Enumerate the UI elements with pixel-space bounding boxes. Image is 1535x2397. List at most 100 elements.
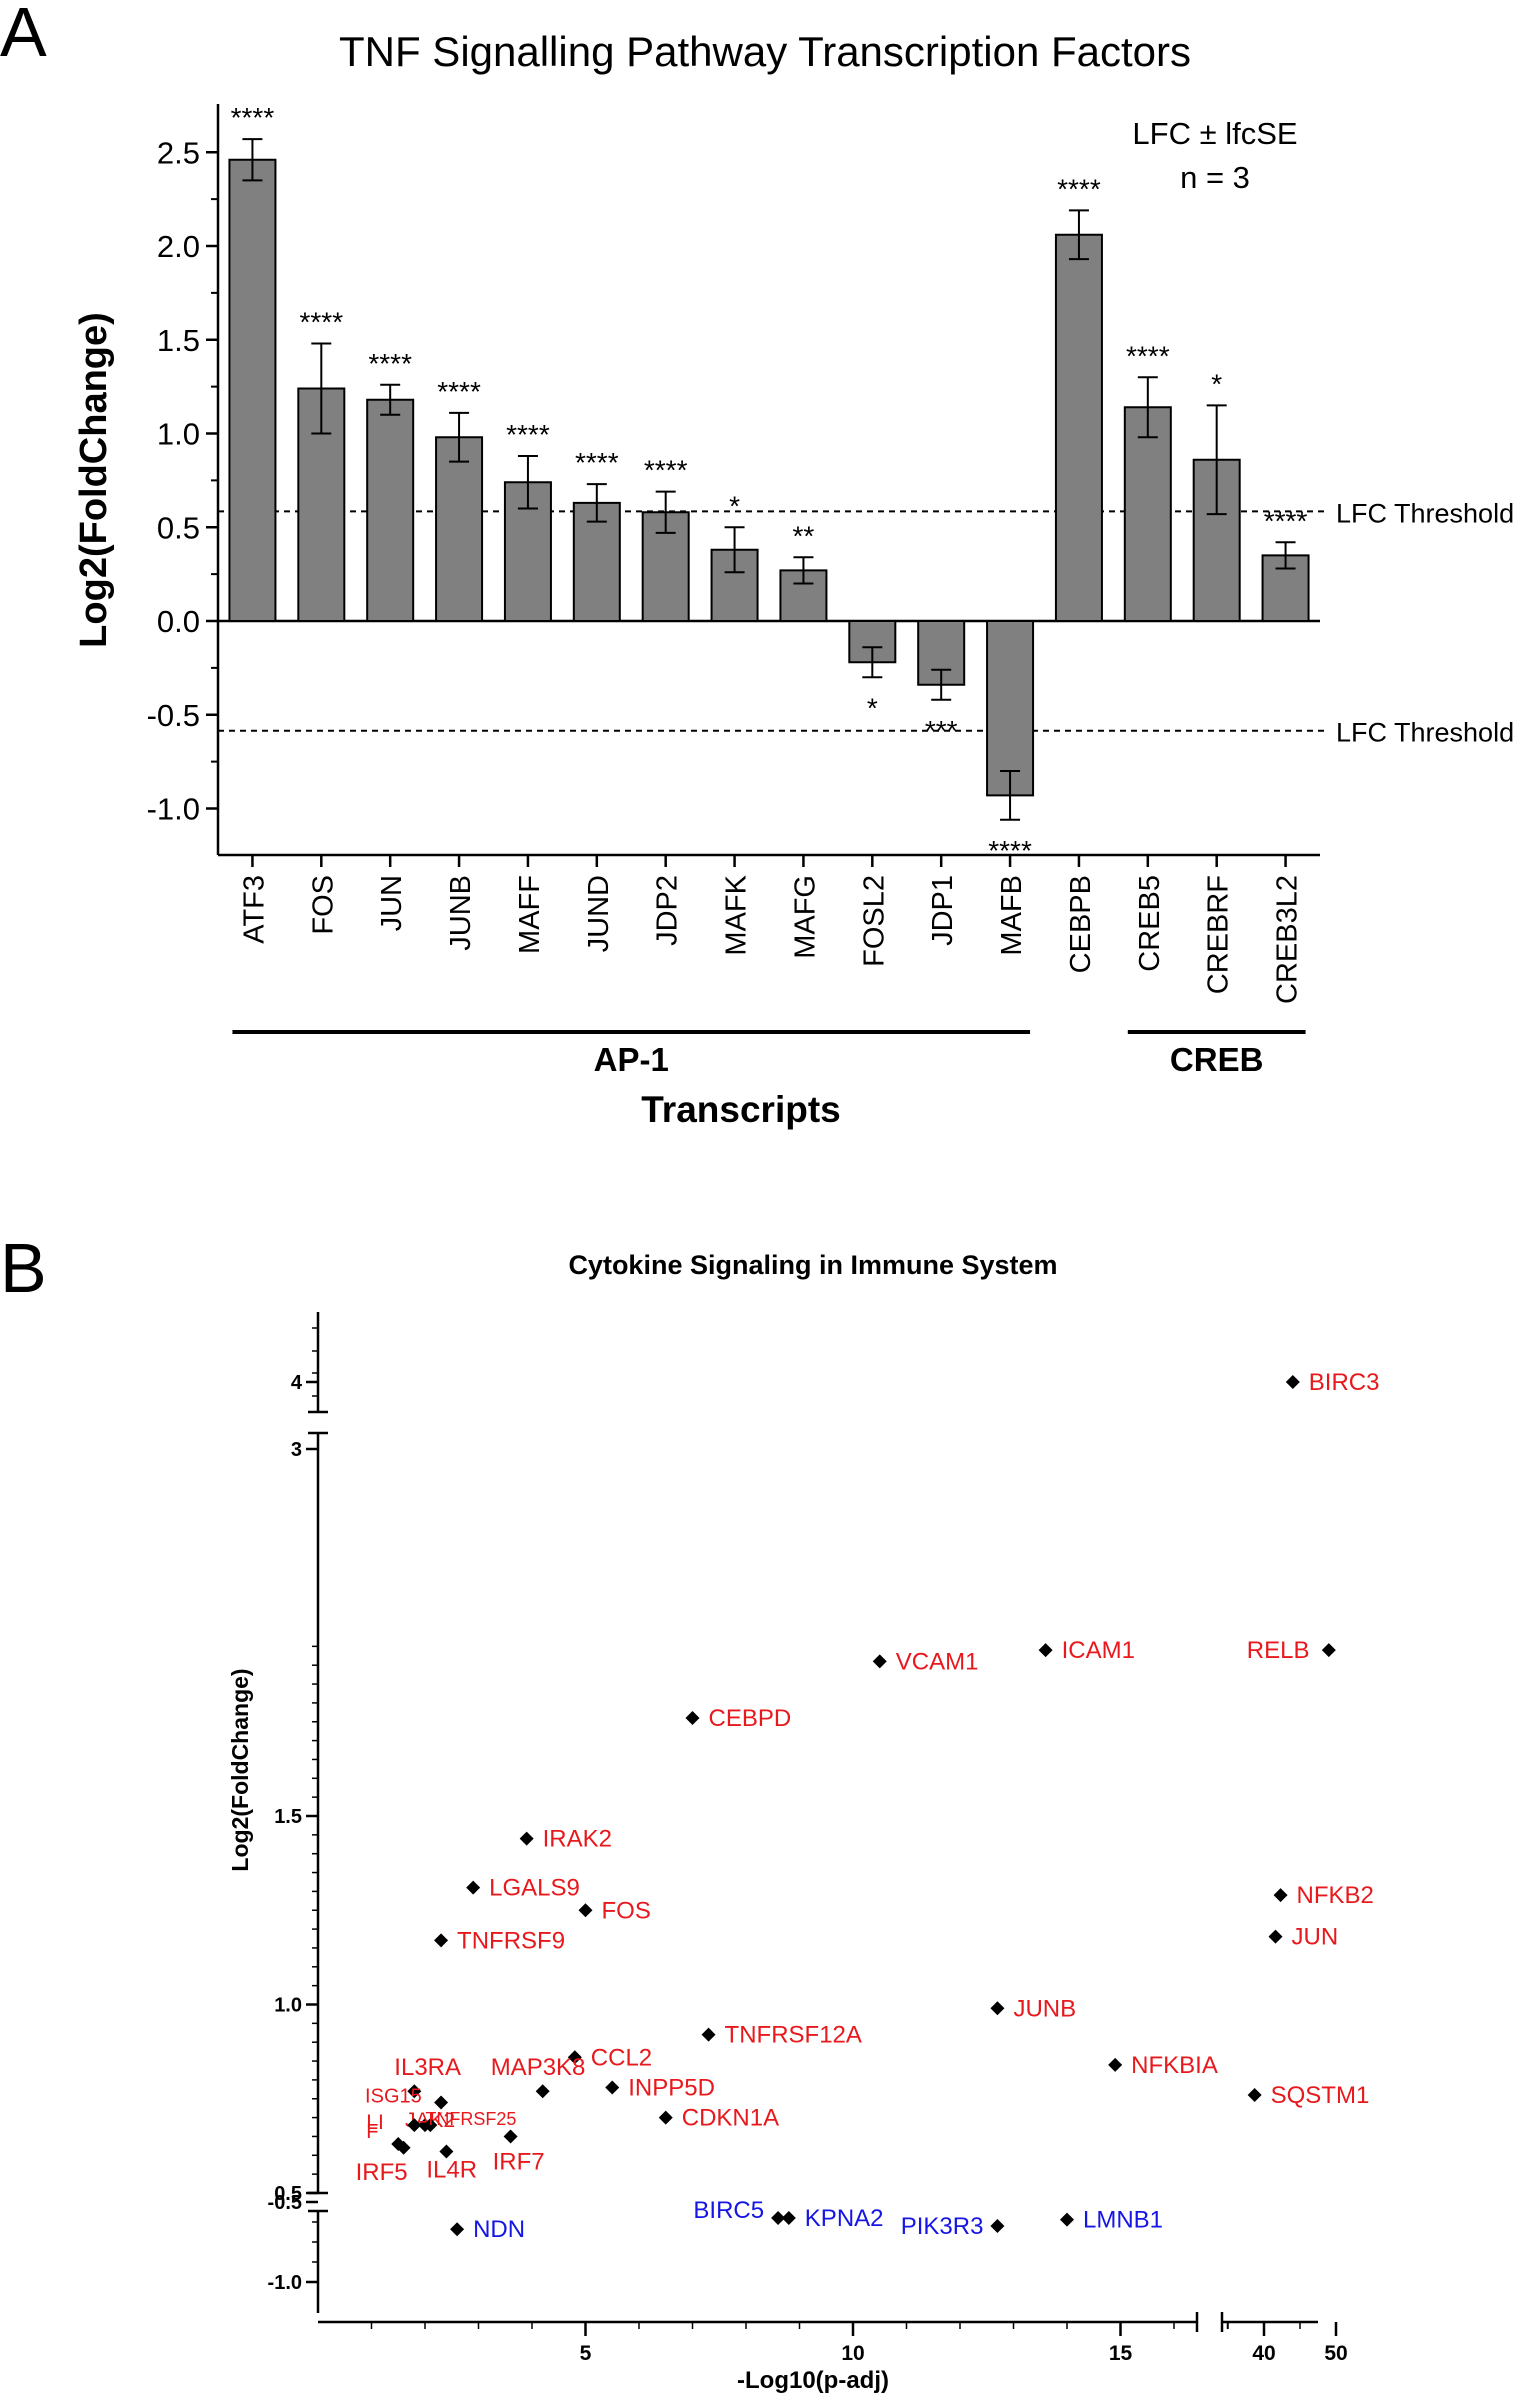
a-xtick-label-mafk: MAFK [721, 874, 753, 955]
b-point-pik3r3 [990, 2219, 1005, 2233]
b-point-birc3 [1285, 1375, 1300, 1389]
b-point-isg15 [434, 2095, 449, 2110]
b-point-label-irak2: IRAK2 [543, 1826, 612, 1853]
a-ytick-label: 2.5 [157, 135, 200, 170]
b-point-label-nfkbia: NFKBIA [1131, 2052, 1218, 2079]
b-point-tnfrsf25 [423, 2118, 438, 2133]
b-point-label-pik3r3: PIK3R3 [901, 2213, 984, 2240]
a-significance-label: **** [575, 447, 619, 478]
b-point-label-icam1: ICAM1 [1062, 1637, 1135, 1664]
a-significance-label: **** [300, 307, 344, 338]
b-point-irf5 [396, 2140, 411, 2155]
b-point-birc5 [771, 2211, 786, 2225]
a-ytick-label: 0.5 [157, 510, 200, 545]
a-significance-label: **** [231, 102, 275, 133]
b-point-label-inpp5d: INPP5D [628, 2074, 715, 2101]
b-xtick-label: 15 [1109, 2342, 1133, 2365]
a-xtick-label-fosl2: FOSL2 [858, 875, 890, 967]
a-xtick-label-mafg: MAFG [789, 875, 821, 959]
a-xtick-label-maff: MAFF [514, 875, 546, 954]
b-xtick-label: 50 [1324, 2342, 1347, 2365]
a-xtick-label-fos: FOS [307, 875, 339, 935]
b-ytick-label: 3 [291, 1439, 302, 1461]
b-xtick-label: 40 [1252, 2342, 1275, 2365]
a-significance-label: **** [437, 376, 481, 407]
b-point-label-irf5: IRF5 [356, 2159, 408, 2186]
a-significance-label: **** [506, 419, 550, 450]
b-point-il4r [439, 2144, 454, 2159]
b-xtick-label: 5 [580, 2342, 592, 2365]
a-xtick-label-atf3: ATF3 [238, 875, 270, 944]
a-xtick-label-jdp1: JDP1 [927, 875, 959, 946]
a-ytick-label: 1.5 [157, 323, 200, 358]
a-xtick-label-cebpb: CEBPB [1065, 875, 1097, 973]
b-point-label-fos: FOS [602, 1897, 651, 1924]
a-threshold-label: LFC Threshold [1336, 718, 1514, 748]
a-xtick-label-jun: JUN [376, 875, 408, 931]
b-point-label-lgals9: LGALS9 [489, 1875, 580, 1902]
a-significance-label: **** [1057, 173, 1101, 204]
a-significance-label: * [867, 692, 878, 723]
b-point-tnfrsf12a [701, 2027, 716, 2042]
b-point-label-birc3: BIRC3 [1309, 1369, 1380, 1396]
a-significance-label: **** [1264, 505, 1308, 536]
b-point-irak2 [519, 1831, 534, 1846]
b-point-label-il4r: IL4R [426, 2157, 477, 2184]
b-point-irf7 [503, 2129, 518, 2144]
a-significance-label: * [729, 490, 740, 521]
a-bar-mafb [986, 620, 1035, 797]
b-point-lmnb1 [1060, 2212, 1074, 2227]
b-point-label-irf7: IRF7 [493, 2148, 545, 2175]
panel-a-ylabel: Log2(FoldChange) [73, 312, 115, 648]
b-point-label-cdkn1a: CDKN1A [682, 2105, 779, 2132]
panel-b-letter: B [0, 1229, 47, 1307]
a-bar-creb5 [1123, 406, 1172, 622]
b-ytick-label: 1.5 [274, 1806, 302, 1828]
a-bar-jun [366, 398, 415, 622]
b-point-li [407, 2118, 422, 2133]
b-point-label-junb: JUNB [1013, 1995, 1076, 2022]
b-xtick-label: 10 [841, 2342, 864, 2365]
b-point-label-lmnb1: LMNB1 [1083, 2207, 1163, 2234]
b-point-map3k8 [535, 2084, 550, 2099]
b-point-label-vcam1: VCAM1 [896, 1648, 979, 1675]
panel-a-legend-line1: LFC ± lfcSE [1132, 116, 1297, 151]
b-point-label-relb: RELB [1247, 1637, 1310, 1664]
b-point-label-isg15: ISG15 [365, 2086, 422, 2108]
b-point-icam1 [1038, 1643, 1053, 1658]
b-ytick-label: 1.0 [274, 1995, 302, 2017]
b-point-fos [578, 1903, 593, 1918]
b-point-label-birc5: BIRC5 [693, 2197, 764, 2224]
panel-a-plot: 2.5 2.0 1.5 1.0 0.5 0.0 -0.5 -1.0 LFC Threshold L… [147, 102, 1515, 1078]
a-ytick-label: -0.5 [147, 698, 200, 733]
a-group-label: CREB [1170, 1041, 1264, 1078]
panel-b-xlabel: -Log10(p-adj) [737, 2367, 889, 2394]
b-point-ccl2 [567, 2050, 582, 2065]
b-ytick-label: 4 [291, 1372, 303, 1394]
a-xtick-label-mafb: MAFB [996, 875, 1028, 956]
a-significance-label: * [1211, 368, 1222, 399]
b-point-label-tnfrsf25: TNFRSF25 [425, 2109, 516, 2129]
b-point-label-cebpd: CEBPD [709, 1705, 792, 1732]
b-point-jun [1268, 1929, 1283, 1944]
b-point-il3ra [407, 2084, 422, 2099]
b-point-label-li: LI [366, 2111, 384, 2134]
panel-a-letter: A [0, 0, 47, 71]
panel-b-title: Cytokine Signaling in Immune System [568, 1250, 1057, 1280]
panel-b-ylabel: Log2(FoldChange) [227, 1668, 253, 1871]
b-ytick-label: -0.5 [268, 2192, 302, 2214]
a-threshold-label: LFC Threshold [1336, 498, 1514, 528]
b-point-label-il3ra: IL3RA [394, 2054, 461, 2081]
a-xtick-label-jdp2: JDP2 [652, 875, 684, 946]
b-point-label-map3k8: MAP3K8 [491, 2054, 586, 2081]
a-bar-junb [435, 436, 484, 622]
a-significance-label: **** [644, 455, 688, 486]
b-point-label-ndn: NDN [473, 2216, 525, 2243]
b-point-kpna2 [781, 2211, 796, 2225]
b-point-lgals9 [466, 1880, 481, 1895]
b-point-junb [990, 2001, 1005, 2016]
b-point-inpp5d [605, 2080, 620, 2095]
b-point-label-sqstm1: SQSTM1 [1271, 2082, 1370, 2109]
b-point-nfkbia [1108, 2057, 1123, 2072]
